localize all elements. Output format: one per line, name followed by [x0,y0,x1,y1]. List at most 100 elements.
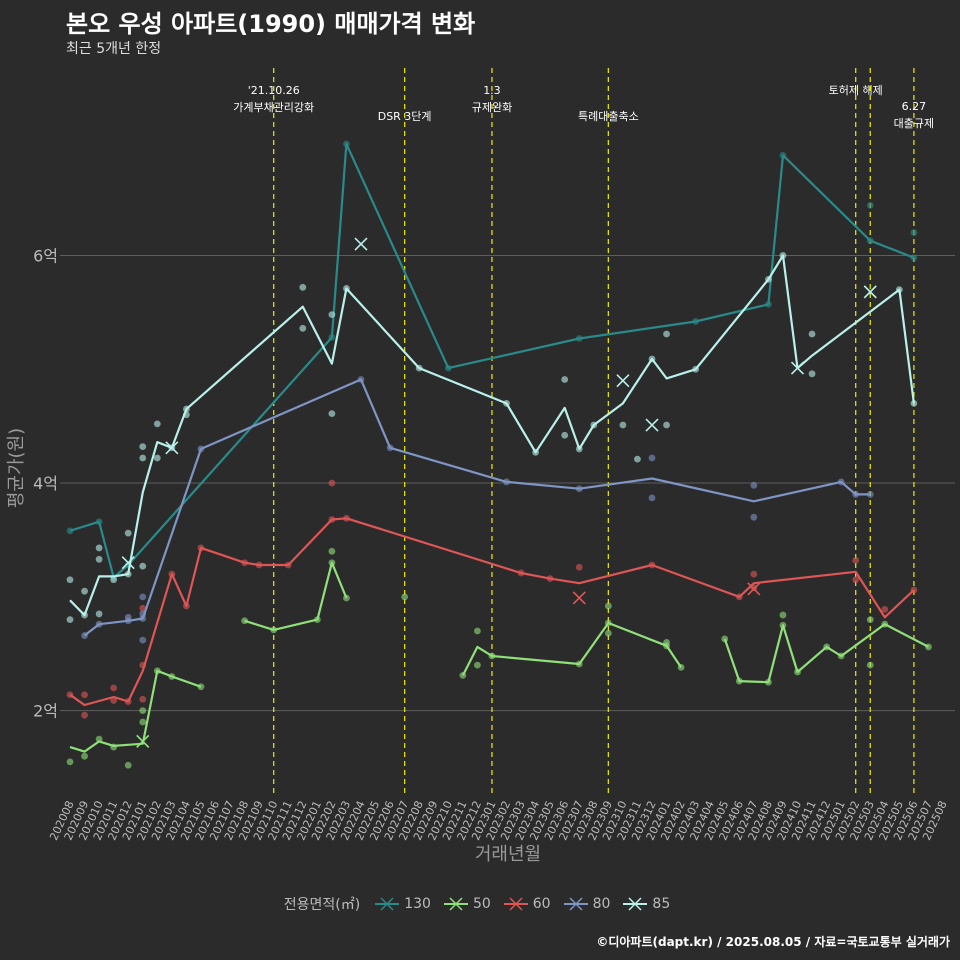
data-point-50 [663,638,670,646]
data-point-50 [735,677,743,685]
data-point-85 [765,275,772,283]
cross-marker-85 [165,441,179,455]
cross-marker-85 [616,374,630,388]
cross-marker-85 [645,418,659,432]
legend-item-130: 130 [374,894,431,914]
data-point-85 [590,421,598,429]
data-point-80 [197,445,205,453]
legend-label-85: 85 [652,896,671,912]
y-tick-label: 4억 [33,474,58,493]
data-point-60 [124,698,132,705]
data-point-85 [779,252,787,259]
data-point-85 [808,330,816,338]
legend-label-60: 60 [532,896,551,912]
data-point-85 [808,370,816,378]
data-point-85 [634,455,641,463]
y-axis-label: 평균가(원) [6,428,27,508]
data-point-130 [66,527,74,535]
legend-item-50: 50 [443,894,491,914]
data-point-85 [328,410,336,418]
data-point-50 [168,673,176,680]
data-point-50 [313,616,321,624]
data-point-80 [139,610,147,618]
legend-label-130: 130 [404,896,431,912]
data-point-85 [81,587,88,595]
data-point-85 [895,286,903,293]
data-point-50 [604,602,612,610]
chart-title: 본오 우성 아파트(1990) 매매가격 변화 [66,10,476,38]
data-point-50 [343,594,350,602]
data-point-50 [721,635,729,643]
data-point-85 [692,365,700,373]
data-point-80 [648,454,656,462]
event-label: 규제완화 [472,101,512,114]
data-point-85 [648,355,656,363]
data-point-85 [910,399,918,407]
data-point-50 [677,664,685,671]
data-point-85 [153,454,161,462]
legend-title: 전용면적(㎡) [283,897,361,913]
data-point-60 [197,544,205,552]
data-point-50 [328,559,336,567]
data-point-80 [503,478,510,486]
series-85 [66,237,918,624]
legend-key-60 [503,897,528,911]
data-point-85 [343,285,350,292]
event-label: 토허제 해제 [829,83,883,97]
data-point-60 [881,605,889,613]
data-point-130 [328,333,336,341]
data-point-60 [852,557,860,564]
data-point-50 [765,678,772,686]
data-point-60 [852,576,860,584]
data-point-60 [241,559,249,567]
y-tick-label: 6억 [33,246,58,265]
data-point-50 [66,758,74,766]
data-point-50 [139,707,147,715]
series-line-50 [244,561,348,631]
data-point-130 [866,201,874,209]
data-point-85 [124,529,132,537]
data-point-85 [299,324,307,332]
legend-key-80 [563,897,588,911]
event-label: 1.3 [483,84,501,97]
data-point-80 [866,491,874,498]
data-point-85 [561,376,569,383]
data-point-50 [95,735,103,743]
data-point-80 [648,494,656,502]
cross-marker-60 [747,582,761,596]
data-point-85 [415,364,423,372]
data-point-50 [866,616,874,624]
data-point-60 [110,684,118,692]
data-point-85 [575,445,583,453]
data-point-80 [139,636,147,644]
event-label: DSR 3단계 [378,110,432,123]
data-point-50 [823,643,830,651]
data-point-50 [575,660,583,668]
data-point-60 [575,563,583,571]
cross-marker-85 [863,285,877,299]
data-point-85 [153,420,161,428]
data-point-60 [139,695,147,703]
data-point-80 [837,478,845,486]
series-line-60 [69,517,915,707]
event-label: 대출규제 [894,117,934,130]
data-point-130 [866,237,874,245]
chart-subtitle: 최근 5개년 한정 [66,41,162,57]
data-point-85 [139,454,147,462]
data-point-85 [95,555,103,563]
event-label: '21.10.26 [248,84,300,97]
data-point-50 [866,661,874,669]
data-point-50 [925,643,932,651]
data-point-85 [183,405,190,413]
data-point-80 [124,613,132,621]
data-point-130 [779,151,787,159]
data-point-60 [168,570,176,578]
data-point-50 [197,683,205,691]
data-point-50 [401,593,409,601]
data-point-50 [153,667,161,675]
data-point-50 [488,652,496,660]
data-point-50 [328,547,336,555]
data-point-85 [110,576,118,584]
legend-item-80: 80 [563,894,610,914]
